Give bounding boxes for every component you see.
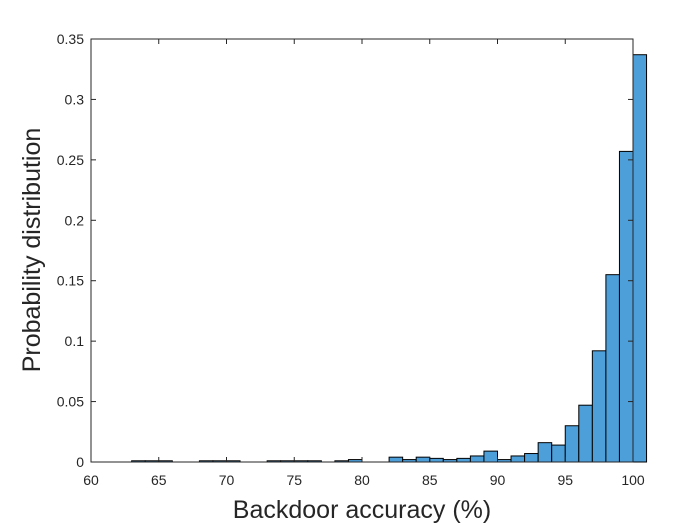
histogram-bar xyxy=(483,450,499,463)
y-axis-ticks: 0 0.05 0.1 0.15 0.2 0.25 0.3 0.35 xyxy=(57,31,633,470)
y-tick-label: 0.25 xyxy=(57,152,84,168)
x-tick-label: 100 xyxy=(621,472,645,488)
histogram-bar xyxy=(632,54,648,463)
x-tick-label: 90 xyxy=(490,472,506,488)
x-tick-label: 60 xyxy=(83,472,99,488)
x-axis-ticks: 60 65 70 75 80 85 90 95 100 xyxy=(83,39,645,488)
histogram-bar xyxy=(510,455,526,463)
plot-area-frame xyxy=(90,38,634,463)
x-tick-label: 80 xyxy=(354,472,370,488)
histogram-bar xyxy=(469,455,485,463)
x-tick-label: 65 xyxy=(151,472,167,488)
histogram-bar xyxy=(388,456,404,463)
x-tick-label: 75 xyxy=(286,472,302,488)
y-tick-label: 0.1 xyxy=(65,333,85,349)
histogram-bar xyxy=(537,442,553,463)
y-tick-label: 0 xyxy=(76,454,84,470)
histogram-bar xyxy=(605,274,620,463)
y-tick-label: 0.2 xyxy=(65,212,85,228)
histogram-bar xyxy=(415,456,431,463)
x-axis-label: Backdoor accuracy (%) xyxy=(233,496,491,524)
histogram-bar xyxy=(618,150,634,463)
histogram-bar xyxy=(578,404,593,463)
x-tick-label: 70 xyxy=(219,472,235,488)
y-axis-label: Probability distribution xyxy=(18,128,46,373)
y-tick-label: 0.35 xyxy=(57,31,84,47)
histogram-bar xyxy=(429,457,444,463)
histogram-bar xyxy=(564,425,580,463)
histogram-bar xyxy=(524,453,539,463)
y-tick-label: 0.05 xyxy=(57,394,84,410)
y-tick-label: 0.3 xyxy=(65,91,85,107)
histogram-bar xyxy=(456,457,471,463)
x-tick-label: 95 xyxy=(557,472,573,488)
histogram-bar xyxy=(591,350,607,463)
histogram-bars xyxy=(131,54,648,463)
histogram-bar xyxy=(551,444,566,463)
x-tick-label: 85 xyxy=(422,472,438,488)
y-tick-label: 0.15 xyxy=(57,273,84,289)
